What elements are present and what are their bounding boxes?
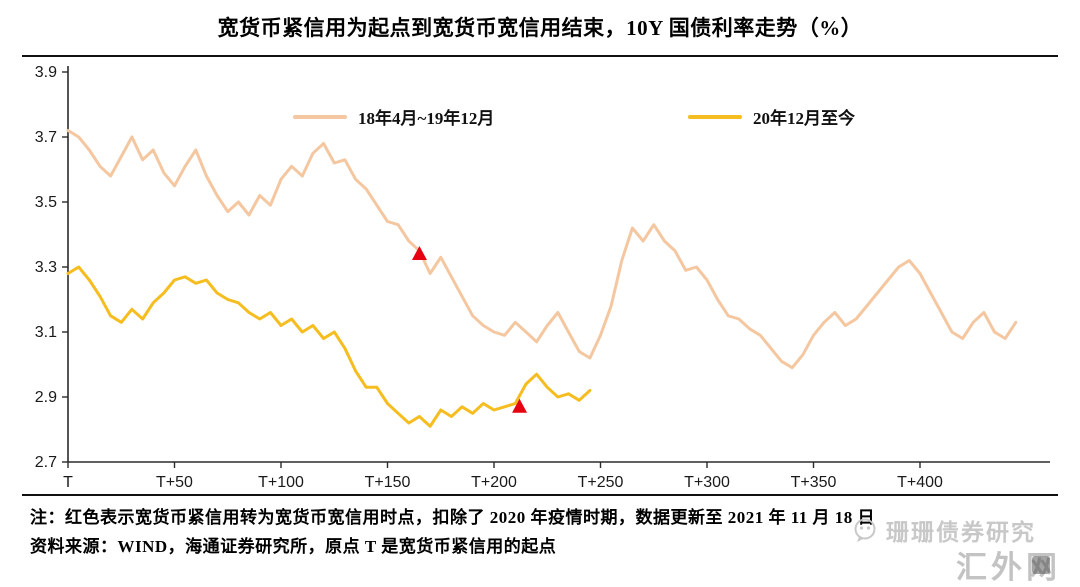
x-tick-label: T (63, 474, 73, 491)
series-line-1 (66, 129, 1018, 370)
footnote-line-2: 资料来源：WIND，海通证券研究所，原点 T 是宽货币紧信用的起点 (30, 537, 557, 556)
legend-label-series1: 18年4月~19年12月 (358, 109, 495, 128)
x-tick-label: T+50 (156, 474, 193, 491)
footnote-line-1: 注：红色表示宽货币紧信用转为宽货币宽信用时点，扣除了 2020 年疫情时期，数据… (30, 508, 876, 527)
x-tick-label: T+200 (471, 474, 517, 491)
x-tick-label: T+350 (791, 474, 837, 491)
y-tick-label: 2.9 (35, 389, 57, 406)
y-tick-label: 3.5 (35, 194, 57, 211)
x-tick-label: T+150 (365, 474, 411, 491)
legend-swatch-series2-icon (688, 114, 742, 119)
y-tick-label: 3.1 (35, 324, 57, 341)
y-tick-label: 3.3 (35, 259, 57, 276)
legend-label-series2: 20年12月至今 (753, 109, 855, 128)
y-tick-label: 3.9 (35, 64, 57, 81)
turning-point-marker-icon (512, 398, 528, 413)
x-tick-label: T+300 (684, 474, 730, 491)
legend-swatch-series1-icon (293, 114, 347, 119)
y-tick-label: 3.7 (35, 129, 57, 146)
x-tick-label: T+400 (897, 474, 943, 491)
y-tick-label: 2.7 (35, 454, 57, 471)
turning-point-marker-icon (411, 246, 427, 260)
x-tick-label: T+250 (578, 474, 624, 491)
title-divider (22, 55, 1058, 57)
x-tick-label: T+100 (258, 474, 304, 491)
footer-divider (22, 494, 1058, 496)
series-line-2 (66, 265, 592, 428)
legend-series1: 18年4月~19年12月 (293, 104, 494, 129)
legend-series2: 20年12月至今 (688, 104, 855, 129)
page-title: 宽货币紧信用为起点到宽货币宽信用结束，10Y 国债利率走势（%） (217, 16, 863, 40)
